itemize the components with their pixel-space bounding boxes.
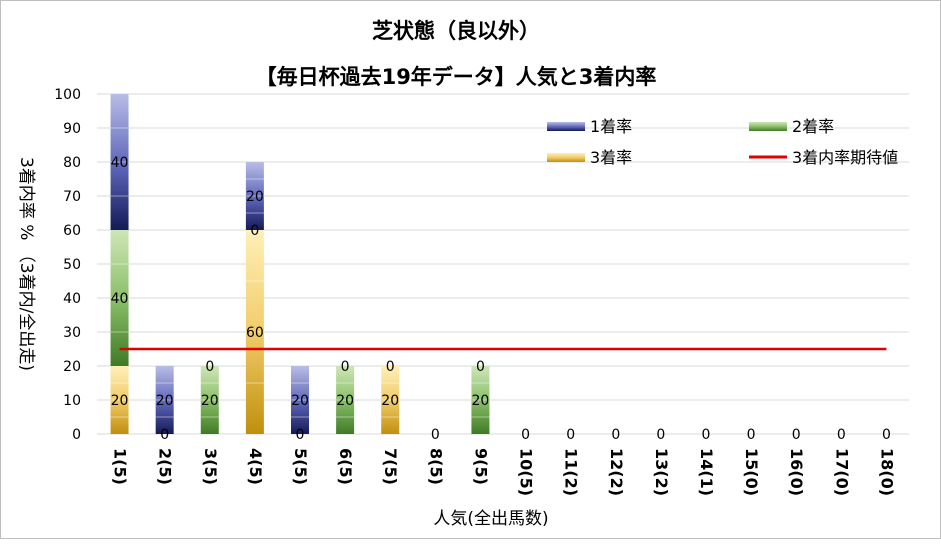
bars xyxy=(110,94,490,434)
x-tick-label: 6(5) xyxy=(336,448,355,485)
x-axis-ticks: 1(5) 2(5) 3(5) 4(5) 5(5) 6(5) 7(5) 8(5) 9(5) 10(5… xyxy=(111,448,897,496)
bar-1着率-1(5) xyxy=(110,94,129,230)
y-tick-label: 100 xyxy=(54,87,81,103)
chart-subtitle: 【毎日杯過去19年データ】人気と3着内率 xyxy=(256,65,657,89)
x-tick-label: 16(0) xyxy=(787,448,806,496)
y-tick-label: 90 xyxy=(63,121,81,137)
data-label-3着率-14(1): 0 xyxy=(702,427,711,443)
y-tick-label: 40 xyxy=(63,291,81,307)
legend: 1着率 2着率 3着率 3着内率期待値 xyxy=(547,117,898,167)
bar-2着率-3(5) xyxy=(200,366,219,434)
x-axis-label: 人気(全出馬数) xyxy=(433,509,548,529)
y-tick-label: 70 xyxy=(63,189,81,205)
y-tick-label: 60 xyxy=(63,223,81,239)
data-label-2着率-3(5): 20 xyxy=(201,393,219,409)
bar-2着率-9(5) xyxy=(471,366,490,434)
data-label-2着率-5(5): 0 xyxy=(296,427,305,443)
data-label-3着率-10(5): 0 xyxy=(521,427,530,443)
data-label-1着率-9(5): 0 xyxy=(476,359,485,375)
legend-label-2着率: 2着率 xyxy=(792,117,834,136)
x-tick-label: 15(0) xyxy=(742,448,761,496)
y-axis-label: 3着内率 % （3着内/全出走) xyxy=(16,157,36,371)
bar-3着率-1(5) xyxy=(110,366,129,434)
y-axis-ticks: 0 10 20 30 40 50 60 70 80 90 100 xyxy=(54,87,81,443)
data-label-1着率-1(5): 40 xyxy=(111,155,129,171)
legend-label-1着率: 1着率 xyxy=(590,117,632,136)
legend-swatch-1着率 xyxy=(547,122,585,131)
y-tick-label: 20 xyxy=(63,359,81,375)
data-label-1着率-6(5): 0 xyxy=(341,359,350,375)
bar-1着率-2(5) xyxy=(155,366,174,434)
x-tick-label: 12(2) xyxy=(607,448,626,496)
x-tick-label: 14(1) xyxy=(697,448,716,496)
data-label-2着率-2(5): 0 xyxy=(160,427,169,443)
data-label-3着率-12(2): 0 xyxy=(611,427,620,443)
data-label-2着率-1(5): 40 xyxy=(111,291,129,307)
x-tick-label: 8(5) xyxy=(426,448,445,485)
x-tick-label: 17(0) xyxy=(832,448,851,496)
legend-label-expected: 3着内率期待値 xyxy=(792,148,898,167)
data-label-1着率-3(5): 0 xyxy=(205,359,214,375)
bar-2着率-1(5) xyxy=(110,230,129,366)
data-label-1着率-4(5): 20 xyxy=(246,189,264,205)
legend-label-3着率: 3着率 xyxy=(590,148,632,167)
data-label-1着率-7(5): 0 xyxy=(386,359,395,375)
bar-1着率-5(5) xyxy=(291,366,309,434)
data-label-3着率-13(2): 0 xyxy=(656,427,665,443)
legend-swatch-2着率 xyxy=(749,122,787,131)
x-tick-label: 10(5) xyxy=(517,448,536,496)
bar-2着率-6(5) xyxy=(336,366,355,434)
x-tick-label: 9(5) xyxy=(471,448,490,485)
data-label-3着率-16(0): 0 xyxy=(792,427,801,443)
x-tick-label: 7(5) xyxy=(381,448,400,485)
x-tick-label: 3(5) xyxy=(201,448,220,485)
data-label-3着率-17(0): 0 xyxy=(837,427,846,443)
y-tick-label: 80 xyxy=(63,155,81,171)
y-tick-label: 0 xyxy=(72,427,81,443)
data-label-3着率-1(5): 20 xyxy=(111,393,129,409)
data-label-1着率-5(5): 20 xyxy=(291,393,309,409)
y-tick-label: 10 xyxy=(63,393,81,409)
data-label-1着率-2(5): 20 xyxy=(156,393,174,409)
bar-3着率-4(5) xyxy=(245,230,264,434)
x-tick-label: 1(5) xyxy=(111,448,130,485)
data-label-2着率-9(5): 20 xyxy=(472,393,490,409)
x-tick-label: 4(5) xyxy=(246,448,265,485)
data-label-3着率-4(5): 60 xyxy=(246,325,264,341)
data-label-2着率-4(5): 0 xyxy=(250,223,259,239)
x-tick-label: 13(2) xyxy=(652,448,671,496)
gridlines xyxy=(97,93,909,435)
bar-1着率-4(5) xyxy=(245,162,264,230)
x-tick-label: 2(5) xyxy=(156,448,175,485)
data-label-3着率-7(5): 20 xyxy=(381,393,399,409)
x-tick-label: 11(2) xyxy=(562,448,581,496)
bar-labels: 20 40 40 0 20 20 0 60 0 20 0 20 20 0 20 0 0 20 0 0 0 0 0 0 0 0 0 0 xyxy=(111,155,891,443)
data-label-3着率-11(2): 0 xyxy=(566,427,575,443)
chart-title: 芝状態（良以外） xyxy=(372,19,540,43)
data-label-3着率-15(0): 0 xyxy=(747,427,756,443)
data-label-3着率-18(0): 0 xyxy=(882,427,891,443)
y-tick-label: 50 xyxy=(63,257,81,273)
data-label-3着率-8(5): 0 xyxy=(431,427,440,443)
x-tick-label: 5(5) xyxy=(291,448,310,485)
x-tick-label: 18(0) xyxy=(877,448,896,496)
bar-3着率-7(5) xyxy=(381,366,400,434)
data-label-2着率-6(5): 20 xyxy=(336,393,354,409)
y-tick-label: 30 xyxy=(63,325,81,341)
legend-swatch-3着率 xyxy=(547,153,585,162)
